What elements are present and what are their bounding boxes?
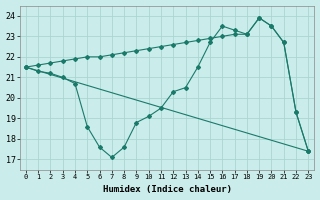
X-axis label: Humidex (Indice chaleur): Humidex (Indice chaleur) bbox=[103, 185, 232, 194]
